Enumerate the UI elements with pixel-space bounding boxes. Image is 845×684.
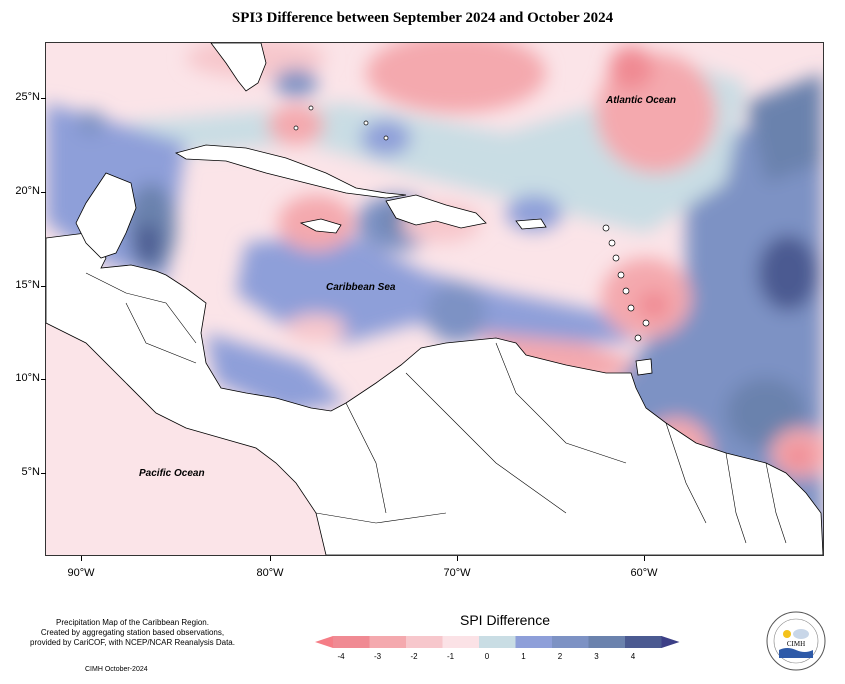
legend-tick-label: -1 [446,652,455,661]
lat-tickmark [41,379,46,380]
lon-tick-60: 60°W [630,567,658,579]
credits-date: CIMH October-2024 [85,666,148,673]
legend-cell [625,636,662,648]
legend-tick-label: 4 [630,652,636,661]
lon-tickmark [457,556,458,561]
legend-tick-label: -3 [373,652,382,661]
legend-cell [479,636,516,648]
legend-tick-label: 3 [594,652,599,661]
lat-tick-15: 15°N [15,279,40,291]
lat-tick-25: 25°N [15,91,40,103]
lon-tickmark [270,556,271,561]
borders [85,272,787,544]
spi-difference-map [46,43,823,555]
legend-cell [588,636,626,648]
credits-line-2: Created by aggregating station based obs… [40,628,225,637]
legend-cell [333,636,370,648]
legend-low-arrow [315,636,333,648]
legend-colorbar [315,636,680,648]
map-area[interactable]: Atlantic Ocean Caribbean Sea Pacific Oce… [45,42,824,556]
legend-tick-label: 0 [484,652,490,661]
lon-tick-80: 80°W [256,567,284,579]
lon-tick-90: 90°W [67,567,95,579]
legend-tick-label: -4 [337,652,345,661]
lat-tickmark [41,286,46,287]
legend-cell [369,636,407,648]
legend-cell [406,636,443,648]
legend-cell [442,636,480,648]
atlantic-ocean-label: Atlantic Ocean [606,95,677,106]
lon-tickmark [81,556,82,561]
legend-tick-label: 1 [521,652,526,661]
caribbean-sea-label: Caribbean Sea [326,282,396,293]
lat-tickmark [41,98,46,99]
map-title: SPI3 Difference between September 2024 a… [231,10,614,26]
pacific-ocean-label: Pacific Ocean [139,468,205,479]
lat-tick-5: 5°N [21,466,40,478]
lat-tick-20: 20°N [15,185,40,197]
lesser-antilles [293,105,650,342]
legend-high-arrow [661,636,680,648]
land-masses [46,43,823,555]
legend-cell [552,636,589,648]
legend-tick-label: -2 [410,652,418,661]
lat-tickmark [41,192,46,193]
legend-title: SPI Difference [459,612,550,628]
cimh-logo-icon: CIMH [766,611,826,671]
lon-tickmark [644,556,645,561]
logo-label: CIMH [787,640,805,648]
lat-tickmark [41,473,46,474]
legend-tick-label: 2 [557,652,563,661]
legend-cell [515,636,553,648]
credits-block: Precipitation Map of the Caribbean Regio… [0,618,265,648]
credits-line-3: provided by CariCOF, with NCEP/NCAR Rean… [30,638,235,647]
credits-line-1: Precipitation Map of the Caribbean Regio… [56,618,209,627]
lon-tick-70: 70°W [443,567,471,579]
lat-tick-10: 10°N [15,372,40,384]
